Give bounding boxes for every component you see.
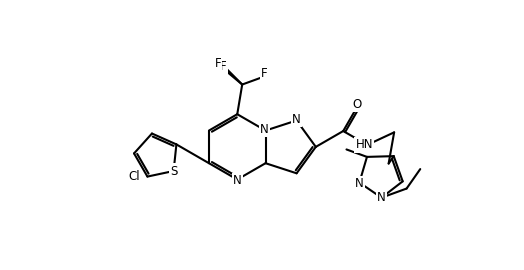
Text: HN: HN [355,139,373,151]
Text: F: F [214,57,221,70]
Text: F: F [261,67,268,80]
Text: S: S [170,164,177,177]
Text: F: F [220,60,227,73]
Text: Cl: Cl [128,170,139,183]
Text: N: N [233,174,242,187]
Text: N: N [260,123,269,136]
Text: N: N [355,177,364,190]
Text: N: N [292,113,301,126]
Text: N: N [377,191,386,204]
Text: O: O [352,98,361,111]
